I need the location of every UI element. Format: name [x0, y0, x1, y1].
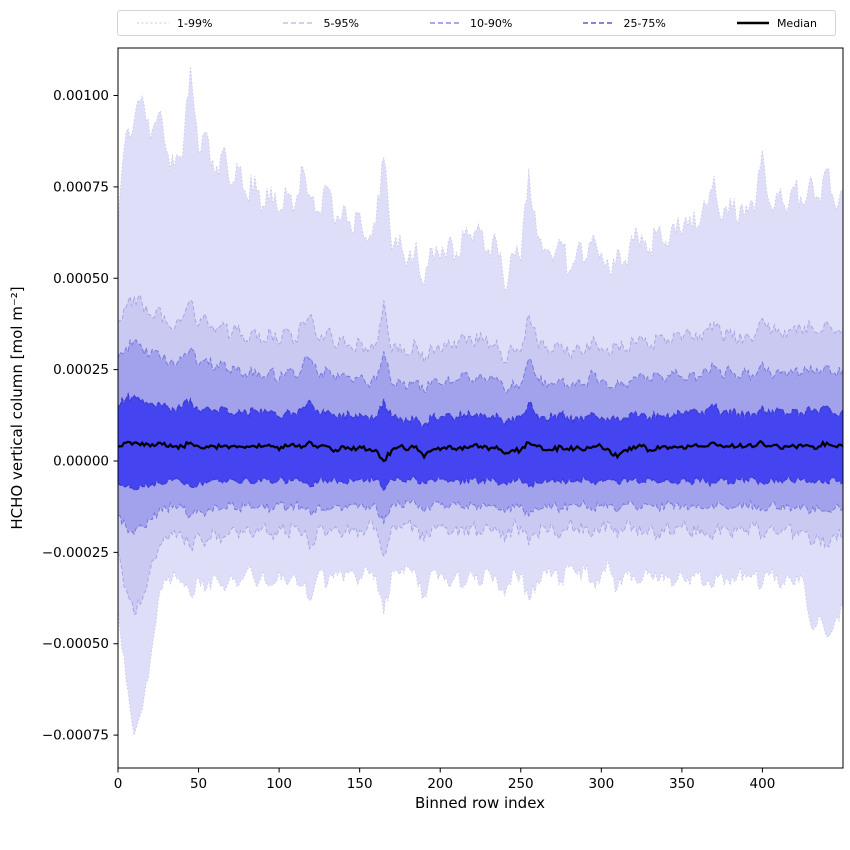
percentile-line-p99 — [118, 66, 843, 290]
percentile-line-p25 — [118, 474, 843, 492]
legend-line-sample — [736, 21, 769, 25]
y-tick-label: 0.00075 — [53, 179, 109, 195]
x-tick-label: 0 — [114, 776, 123, 792]
x-axis: 0 50 100 150 200 250 300 350 400 — [114, 768, 776, 792]
legend-line-sample — [583, 22, 616, 24]
percentile-lines — [118, 66, 843, 736]
legend-entry-10-90-: 10-90% — [429, 18, 512, 29]
legend-entry-label: 5-95% — [323, 16, 359, 30]
legend-entry-label: 1-99% — [177, 16, 213, 30]
percentile-line-p90 — [118, 338, 843, 394]
legend-entry-25-75-: 25-75% — [582, 16, 666, 30]
y-tick-label: 0.00100 — [53, 88, 109, 104]
percentile-line-p95 — [118, 293, 843, 365]
legend-entry-label: 10-90% — [469, 16, 513, 30]
x-tick-label: 100 — [266, 776, 292, 792]
y-tick-label: −0.00050 — [42, 636, 109, 652]
plot-frame — [117, 47, 844, 769]
x-tick-label: 50 — [190, 776, 207, 792]
median-line — [118, 439, 843, 463]
x-tick-label: 200 — [427, 776, 453, 792]
x-tick-label: 350 — [669, 776, 695, 792]
legend: 1-99% 5-95% 10-90% 25-75% Median — [117, 10, 836, 36]
legend-entry-label: Median — [776, 16, 817, 30]
y-axis-label: HCHO vertical column [mol m⁻²] — [8, 286, 26, 530]
x-tick-label: 150 — [347, 776, 373, 792]
legend-entry-5-95-: 5-95% — [282, 16, 359, 30]
percentile-line-p5 — [118, 517, 843, 616]
y-tick-label: −0.00025 — [42, 545, 109, 561]
percentile-bands — [118, 66, 843, 736]
y-tick-label: 0.00025 — [53, 362, 109, 378]
y-axis: −0.00075 −0.00050 −0.00025 0.00000 0.00025 0.… — [42, 88, 118, 744]
x-tick-label: 250 — [508, 776, 534, 792]
legend-entry-label: 25-75% — [623, 16, 666, 30]
legend-line-sample — [137, 22, 169, 24]
percentile-band-p25-p75 — [118, 393, 843, 491]
x-tick-label: 300 — [588, 776, 614, 792]
percentile-line-p10 — [118, 499, 843, 536]
percentile-line-p75 — [118, 391, 843, 429]
y-tick-label: 0.00050 — [53, 271, 109, 287]
legend-line-sample — [283, 22, 316, 24]
legend-entry-median: Median — [736, 18, 817, 29]
x-axis-label: Binned row index — [414, 794, 546, 812]
legend-entry-1-99-: 1-99% — [136, 18, 212, 29]
y-tick-label: 0.00000 — [53, 453, 109, 469]
percentile-line-p1 — [118, 559, 843, 736]
x-tick-label: 400 — [750, 776, 776, 792]
legend-line-sample — [429, 22, 462, 24]
y-tick-label: −0.00075 — [42, 728, 109, 744]
